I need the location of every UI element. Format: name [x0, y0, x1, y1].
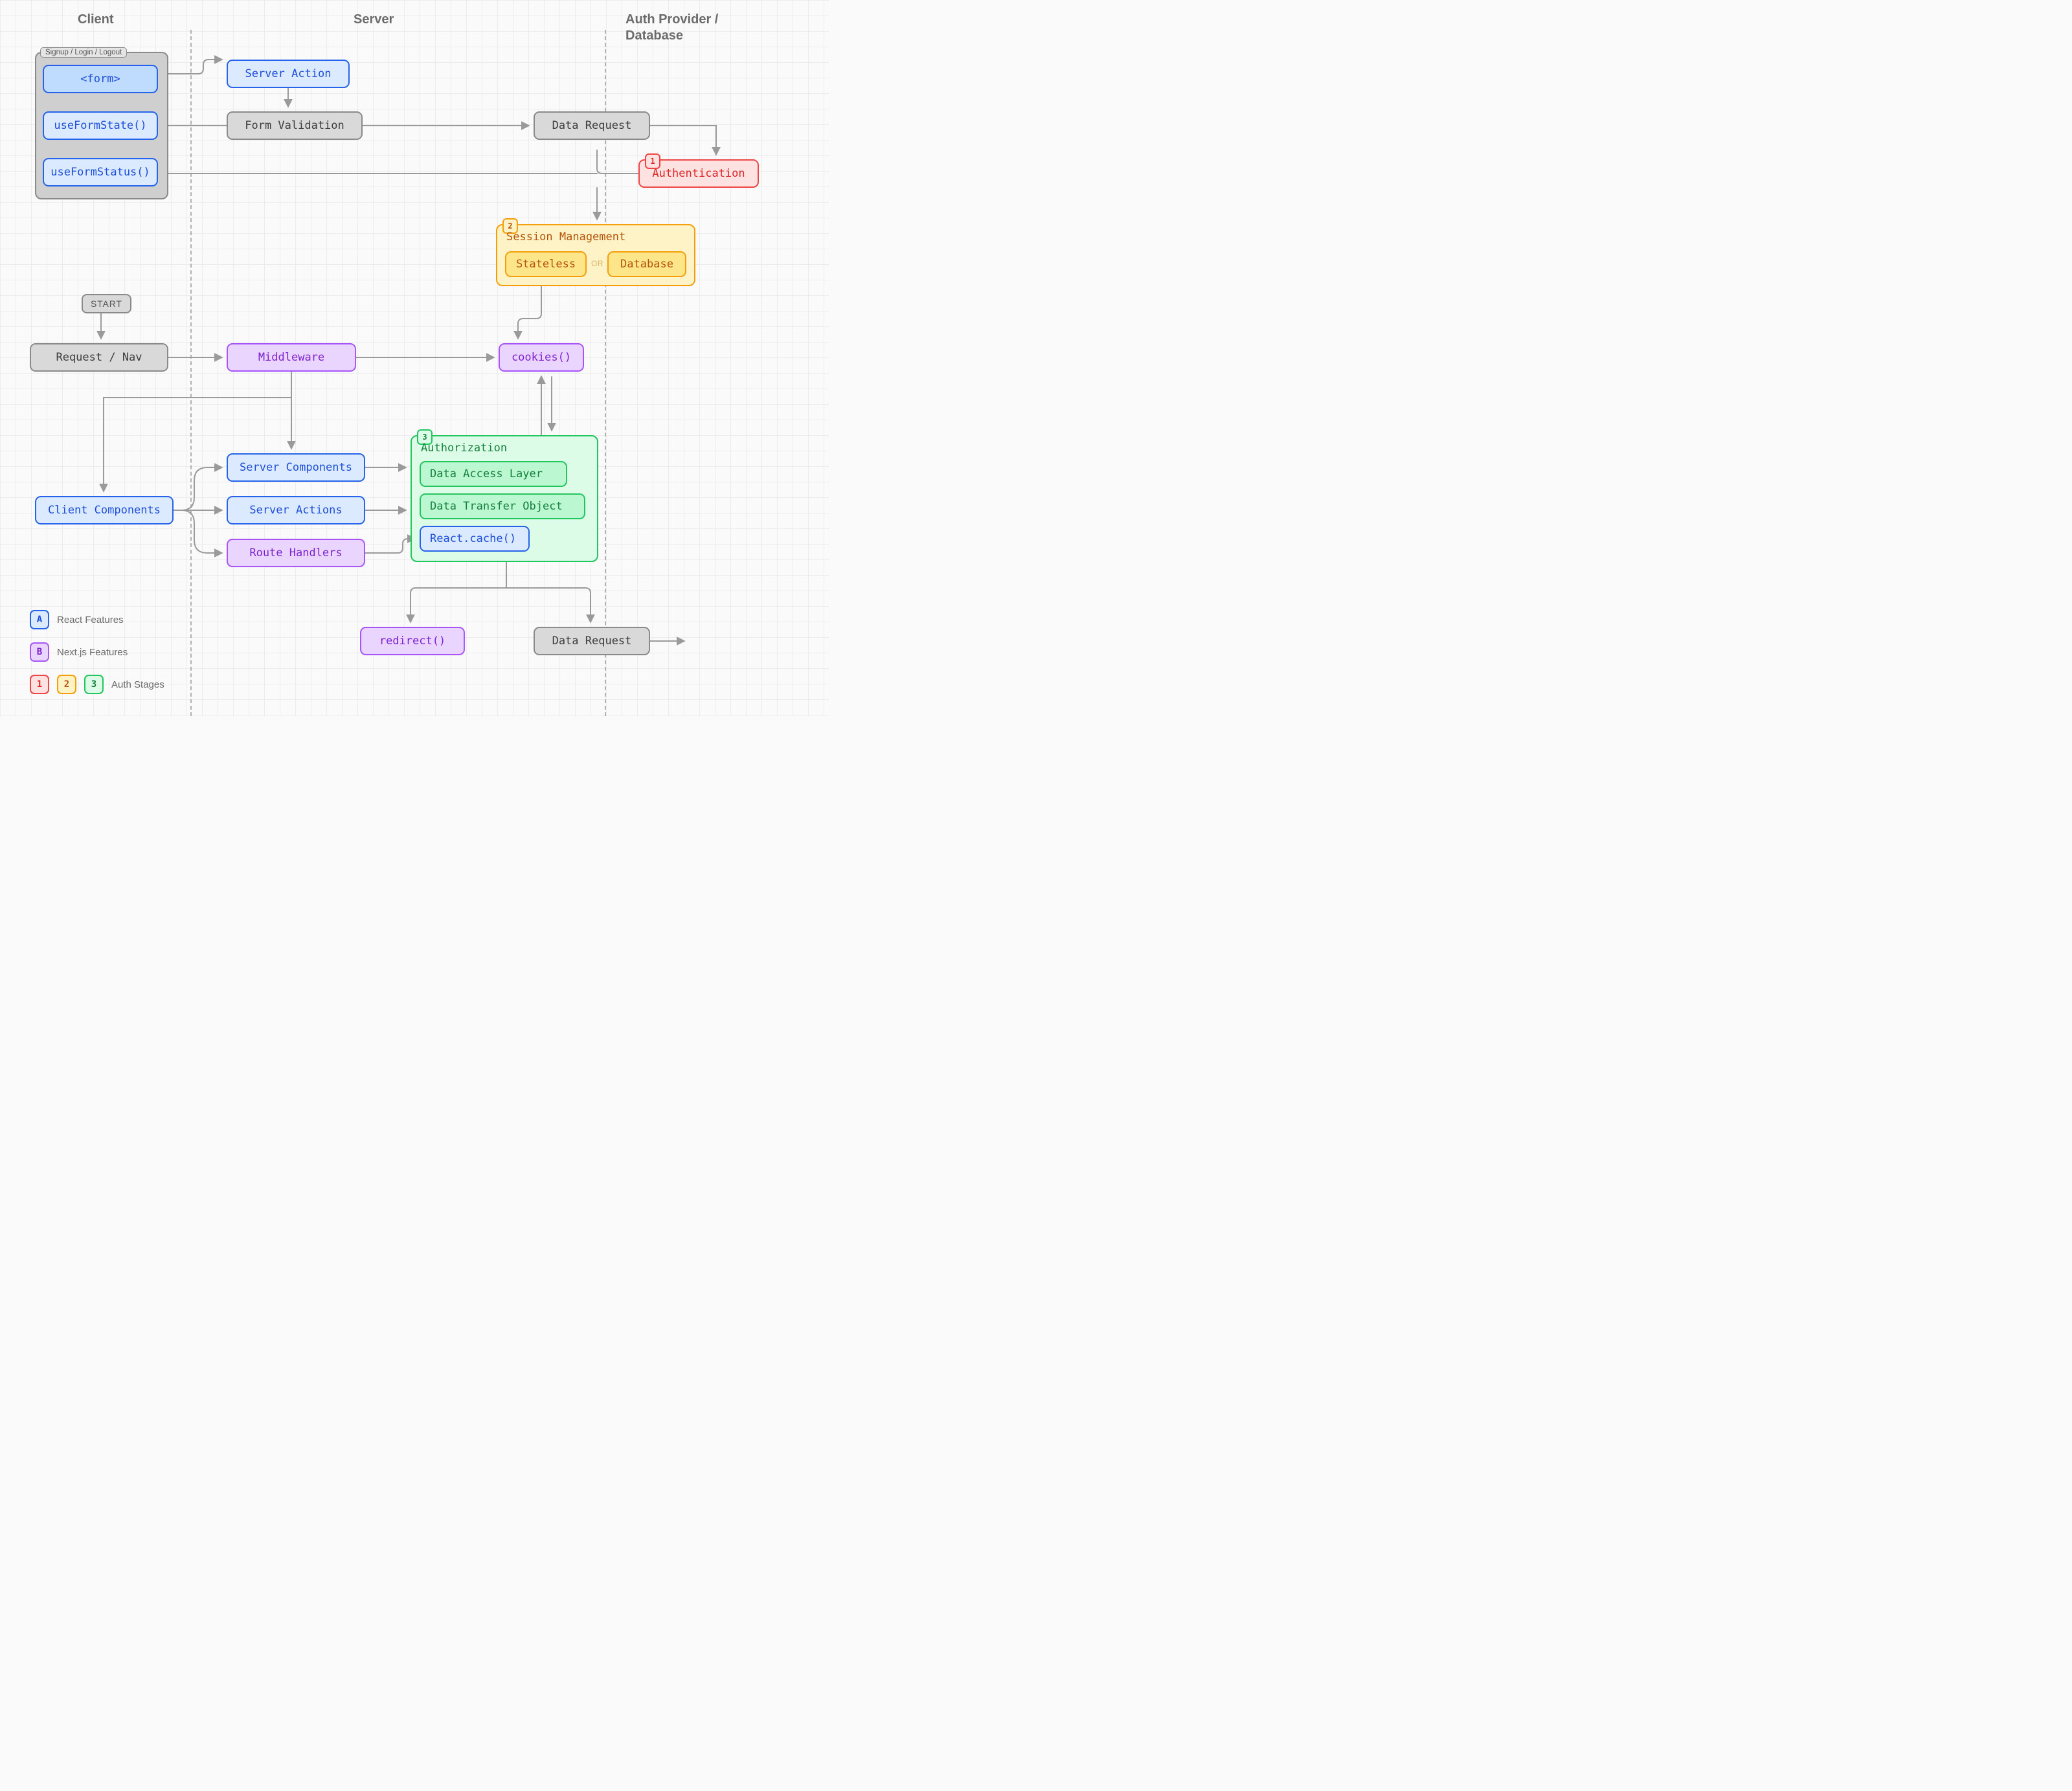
arrow-cc-to-rh	[181, 510, 221, 553]
col-divider-1	[190, 30, 192, 716]
legend-nextjs-label: Next.js Features	[57, 647, 128, 658]
useformstatus-box: useFormStatus()	[43, 158, 158, 186]
legend-stages: 1 2 3 Auth Stages	[30, 675, 164, 694]
diagram-canvas: Client Server Auth Provider / Database S…	[0, 0, 829, 716]
legend-react-label: React Features	[57, 614, 124, 625]
start-node: START	[82, 294, 131, 313]
redirect-box: redirect()	[360, 627, 465, 655]
form-validation-box: Form Validation	[227, 111, 363, 140]
legend-stage-2-chip: 2	[57, 675, 76, 694]
useformstate-box: useFormState()	[43, 111, 158, 140]
arrow-rh-to-authz	[365, 539, 414, 553]
form-box: <form>	[43, 65, 158, 93]
arrow-auth-open-left	[597, 150, 638, 174]
arrow-session-to-cookies	[518, 286, 541, 338]
arrow-authz-split2	[506, 588, 591, 622]
legend-stage-3-chip: 3	[84, 675, 104, 694]
client-components-box: Client Components	[35, 496, 174, 524]
database-box: Database	[607, 251, 686, 277]
arrow-cc-to-sc	[181, 467, 221, 510]
route-handlers-box: Route Handlers	[227, 539, 365, 567]
dal-box: Data Access Layer	[420, 461, 567, 487]
data-request-1-box: Data Request	[534, 111, 650, 140]
col-header-client: Client	[78, 12, 114, 28]
arrow-form-to-serveraction	[168, 60, 221, 74]
col-header-auth: Auth Provider / Database	[625, 12, 718, 44]
server-action-box: Server Action	[227, 60, 350, 88]
stage-badge-1: 1	[645, 153, 660, 169]
stateless-box: Stateless	[505, 251, 587, 277]
middleware-box: Middleware	[227, 343, 356, 372]
legend-react: A React Features	[30, 610, 124, 629]
session-or: OR	[591, 259, 603, 268]
arrow-authz-split	[411, 562, 506, 622]
cookies-box: cookies()	[499, 343, 584, 372]
authentication-box: 1 Authentication	[638, 159, 759, 188]
data-request-2-box: Data Request	[534, 627, 650, 655]
react-cache-box: React.cache()	[420, 526, 530, 552]
dto-box: Data Transfer Object	[420, 493, 585, 519]
legend-nextjs: B Next.js Features	[30, 642, 128, 662]
authorization-title: Authorization	[421, 442, 507, 455]
legend-stages-label: Auth Stages	[111, 679, 164, 690]
authentication-label: Authentication	[652, 167, 745, 180]
request-nav-box: Request / Nav	[30, 343, 168, 372]
client-forms-panel-tag: Signup / Login / Logout	[40, 47, 127, 58]
server-components-box: Server Components	[227, 453, 365, 482]
arrow-datareq-to-auth	[650, 126, 716, 154]
legend-nextjs-chip: B	[30, 642, 49, 662]
session-mgmt-title: Session Management	[506, 231, 625, 243]
server-actions-box: Server Actions	[227, 496, 365, 524]
col-header-server: Server	[354, 12, 394, 28]
legend-react-chip: A	[30, 610, 49, 629]
legend-stage-1-chip: 1	[30, 675, 49, 694]
